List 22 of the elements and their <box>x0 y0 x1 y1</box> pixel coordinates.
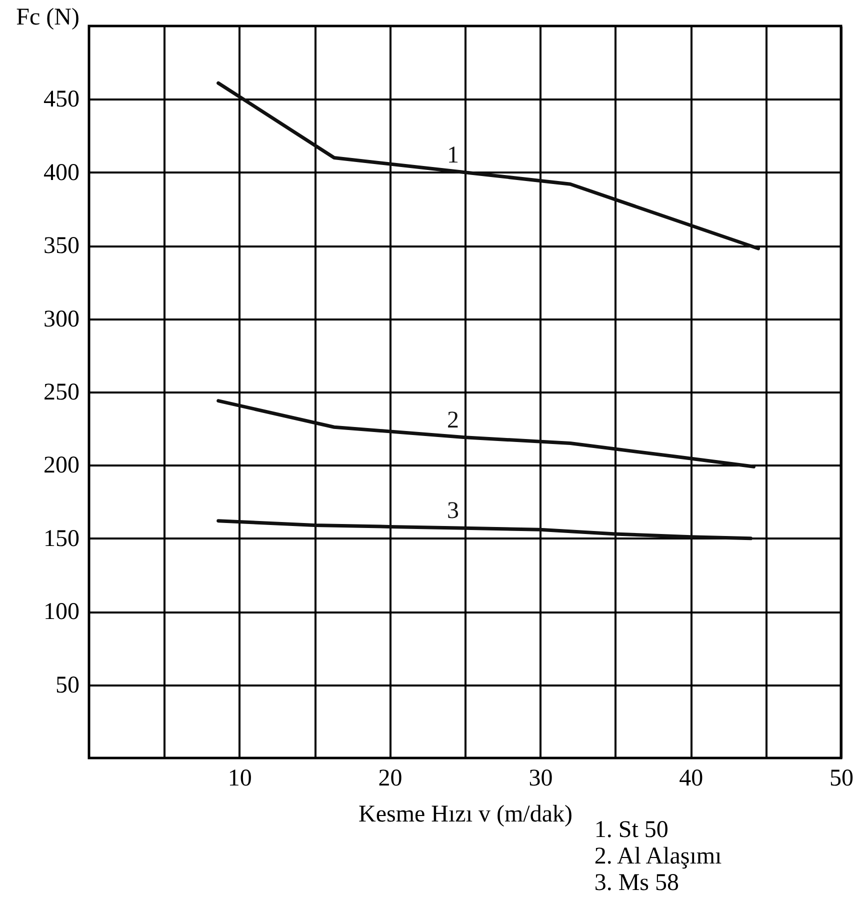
series-label: 2 <box>447 407 459 434</box>
y-tick-label: 300 <box>44 306 80 332</box>
x-tick-label: 40 <box>679 766 704 792</box>
series-label: 1 <box>447 142 459 168</box>
x-tick-label: 50 <box>830 766 854 792</box>
text: 3. Ms 58 <box>594 870 680 896</box>
text: 1. St 50 <box>594 817 668 843</box>
y-tick-label: 350 <box>44 233 80 260</box>
series-label: 3 <box>447 498 459 524</box>
y-tick-label: 250 <box>44 380 80 406</box>
y-tick-label: 200 <box>44 452 80 479</box>
y-tick-label: 450 <box>44 86 80 113</box>
text: 2. Al Alaşımı <box>594 844 722 870</box>
y-tick-label: 50 <box>56 672 80 698</box>
y-tick-label: 150 <box>44 526 80 552</box>
x-tick-label: 30 <box>528 766 553 792</box>
x-axis-title: Kesme Hızı v (m/dak) <box>358 802 572 828</box>
x-tick-label: 20 <box>378 766 402 792</box>
y-axis-title: Fc (N) <box>16 4 80 30</box>
y-tick-label: 400 <box>44 160 80 186</box>
x-tick-label: 10 <box>228 766 252 792</box>
y-tick-label: 100 <box>44 599 80 626</box>
